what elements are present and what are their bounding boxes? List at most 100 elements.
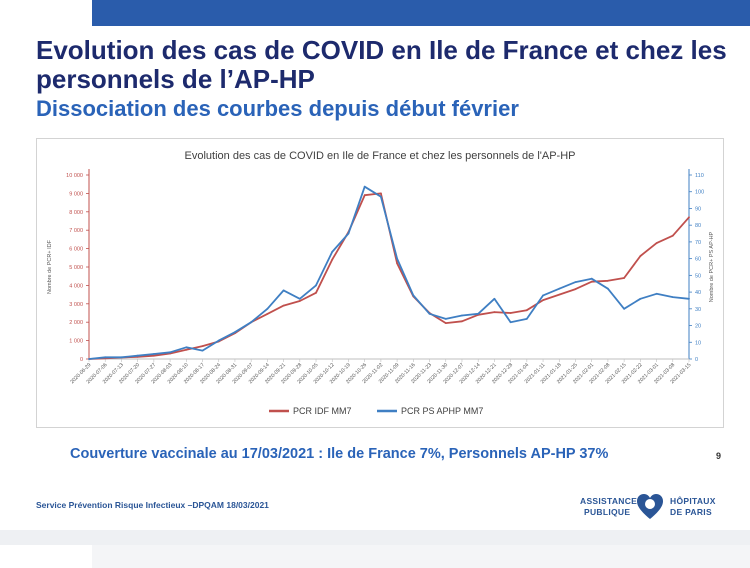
chart-title: Evolution des cas de COVID en Ile de Fra…	[185, 150, 576, 162]
y2-tick-label: 90	[695, 206, 701, 212]
line-chart: Evolution des cas de COVID en Ile de Fra…	[47, 150, 715, 416]
y2-tick-label: 80	[695, 223, 701, 229]
data-point-idf	[380, 192, 382, 195]
y2-axis-label: Nombre de PCR+ PS AP-HP	[709, 231, 715, 302]
data-point-aphp	[169, 351, 172, 354]
logo-text-de-paris: DE PARIS	[670, 507, 712, 517]
data-point-idf	[282, 304, 285, 307]
data-point-idf	[331, 258, 334, 261]
legend-label-aphp: PCR PS APHP MM7	[401, 406, 483, 416]
data-point-idf	[623, 277, 625, 279]
footer-credit: Service Prévention Risque Infectieux –DP…	[36, 500, 269, 510]
data-point-idf	[363, 194, 366, 197]
y-axis-label: Nombre de PCR+ IDF	[47, 239, 53, 294]
data-point-idf	[607, 279, 609, 282]
data-point-idf	[266, 313, 269, 315]
y2-tick-label: 70	[695, 240, 701, 246]
data-point-aphp	[444, 318, 447, 320]
data-point-aphp	[315, 284, 317, 287]
y2-tick-label: 30	[695, 307, 701, 313]
data-point-aphp	[671, 296, 674, 298]
vaccination-coverage: Couverture vaccinale au 17/03/2021 : Ile…	[70, 446, 609, 462]
data-point-aphp	[655, 292, 658, 295]
data-point-idf	[590, 280, 593, 283]
chart-container: Evolution des cas de COVID en Ile de Fra…	[36, 138, 724, 428]
page-number: 9	[716, 451, 722, 461]
slide-subtitle: Dissociation des courbes depuis début fé…	[36, 96, 519, 121]
y2-tick-label: 60	[695, 257, 701, 263]
data-point-aphp	[363, 185, 366, 188]
aphp-logo: ASSISTANCE PUBLIQUE HÔPITAUX DE PARIS	[580, 492, 730, 522]
data-point-aphp	[574, 281, 577, 283]
data-point-idf	[201, 345, 204, 347]
data-point-idf	[574, 288, 577, 290]
data-point-aphp	[493, 297, 496, 300]
data-point-idf	[298, 300, 301, 302]
data-point-aphp	[136, 354, 139, 357]
data-point-idf	[525, 309, 528, 312]
y2-tick-label: 20	[695, 324, 701, 330]
legend-label-idf: PCR IDF MM7	[293, 406, 352, 416]
data-point-aphp	[509, 321, 512, 324]
data-point-aphp	[217, 339, 220, 342]
y-tick-label: 8 000	[69, 210, 83, 216]
data-point-aphp	[396, 257, 398, 260]
data-point-aphp	[639, 297, 642, 300]
y-tick-label: 9 000	[69, 191, 83, 197]
logo-text-publique: PUBLIQUE	[584, 507, 631, 517]
data-point-aphp	[380, 195, 382, 198]
series-line-idf	[88, 192, 690, 360]
next-slide-banner	[92, 545, 750, 568]
data-point-aphp	[282, 289, 285, 292]
data-point-idf	[461, 320, 463, 323]
top-banner-left	[0, 0, 92, 26]
y-tick-label: 2 000	[69, 320, 83, 326]
logo-text-assistance: ASSISTANCE	[580, 496, 638, 506]
data-point-aphp	[250, 321, 253, 324]
y2-tick-label: 110	[695, 173, 704, 179]
y-tick-label: 3 000	[69, 302, 83, 308]
y2-tick-label: 10	[695, 340, 701, 346]
next-slide-peek	[0, 545, 750, 568]
data-point-aphp	[525, 318, 528, 320]
data-point-aphp	[120, 356, 123, 359]
y2-tick-label: 50	[695, 273, 701, 279]
data-point-idf	[396, 262, 398, 265]
y2-tick-label: 100	[695, 190, 704, 196]
data-point-idf	[655, 242, 658, 244]
data-point-aphp	[153, 353, 155, 355]
y-tick-label: 6 000	[69, 247, 83, 253]
data-point-idf	[542, 299, 544, 301]
data-point-aphp	[298, 297, 301, 300]
data-point-aphp	[266, 307, 269, 310]
data-point-aphp	[234, 331, 236, 334]
data-point-idf	[444, 322, 447, 324]
slide-title: Evolution des cas de COVID en Ile de Fra…	[36, 35, 727, 94]
data-point-idf	[493, 311, 496, 313]
data-point-idf	[315, 291, 317, 294]
data-point-aphp	[623, 307, 625, 310]
data-point-aphp	[88, 358, 90, 360]
data-point-idf	[558, 293, 561, 296]
top-banner	[0, 0, 750, 28]
data-point-idf	[688, 216, 690, 219]
y-tick-label: 5 000	[69, 265, 83, 271]
series-line-aphp	[88, 185, 690, 360]
data-point-aphp	[185, 346, 188, 349]
y-tick-label: 0	[80, 357, 83, 363]
data-point-aphp	[428, 312, 431, 315]
data-point-aphp	[331, 251, 334, 253]
logo-text-hopitaux: HÔPITAUX	[670, 496, 716, 506]
data-point-aphp	[542, 294, 544, 297]
y-tick-label: 1 000	[69, 339, 83, 345]
chart-series	[88, 185, 690, 360]
data-point-idf	[671, 234, 674, 237]
data-point-aphp	[347, 232, 350, 235]
data-point-aphp	[477, 312, 480, 315]
y-tick-label: 4 000	[69, 283, 83, 289]
data-point-aphp	[104, 356, 107, 359]
data-point-aphp	[590, 277, 593, 280]
heart-logo-icon	[637, 494, 663, 519]
data-point-idf	[185, 348, 188, 351]
chart-legend: PCR IDF MM7 PCR PS APHP MM7	[269, 406, 483, 416]
